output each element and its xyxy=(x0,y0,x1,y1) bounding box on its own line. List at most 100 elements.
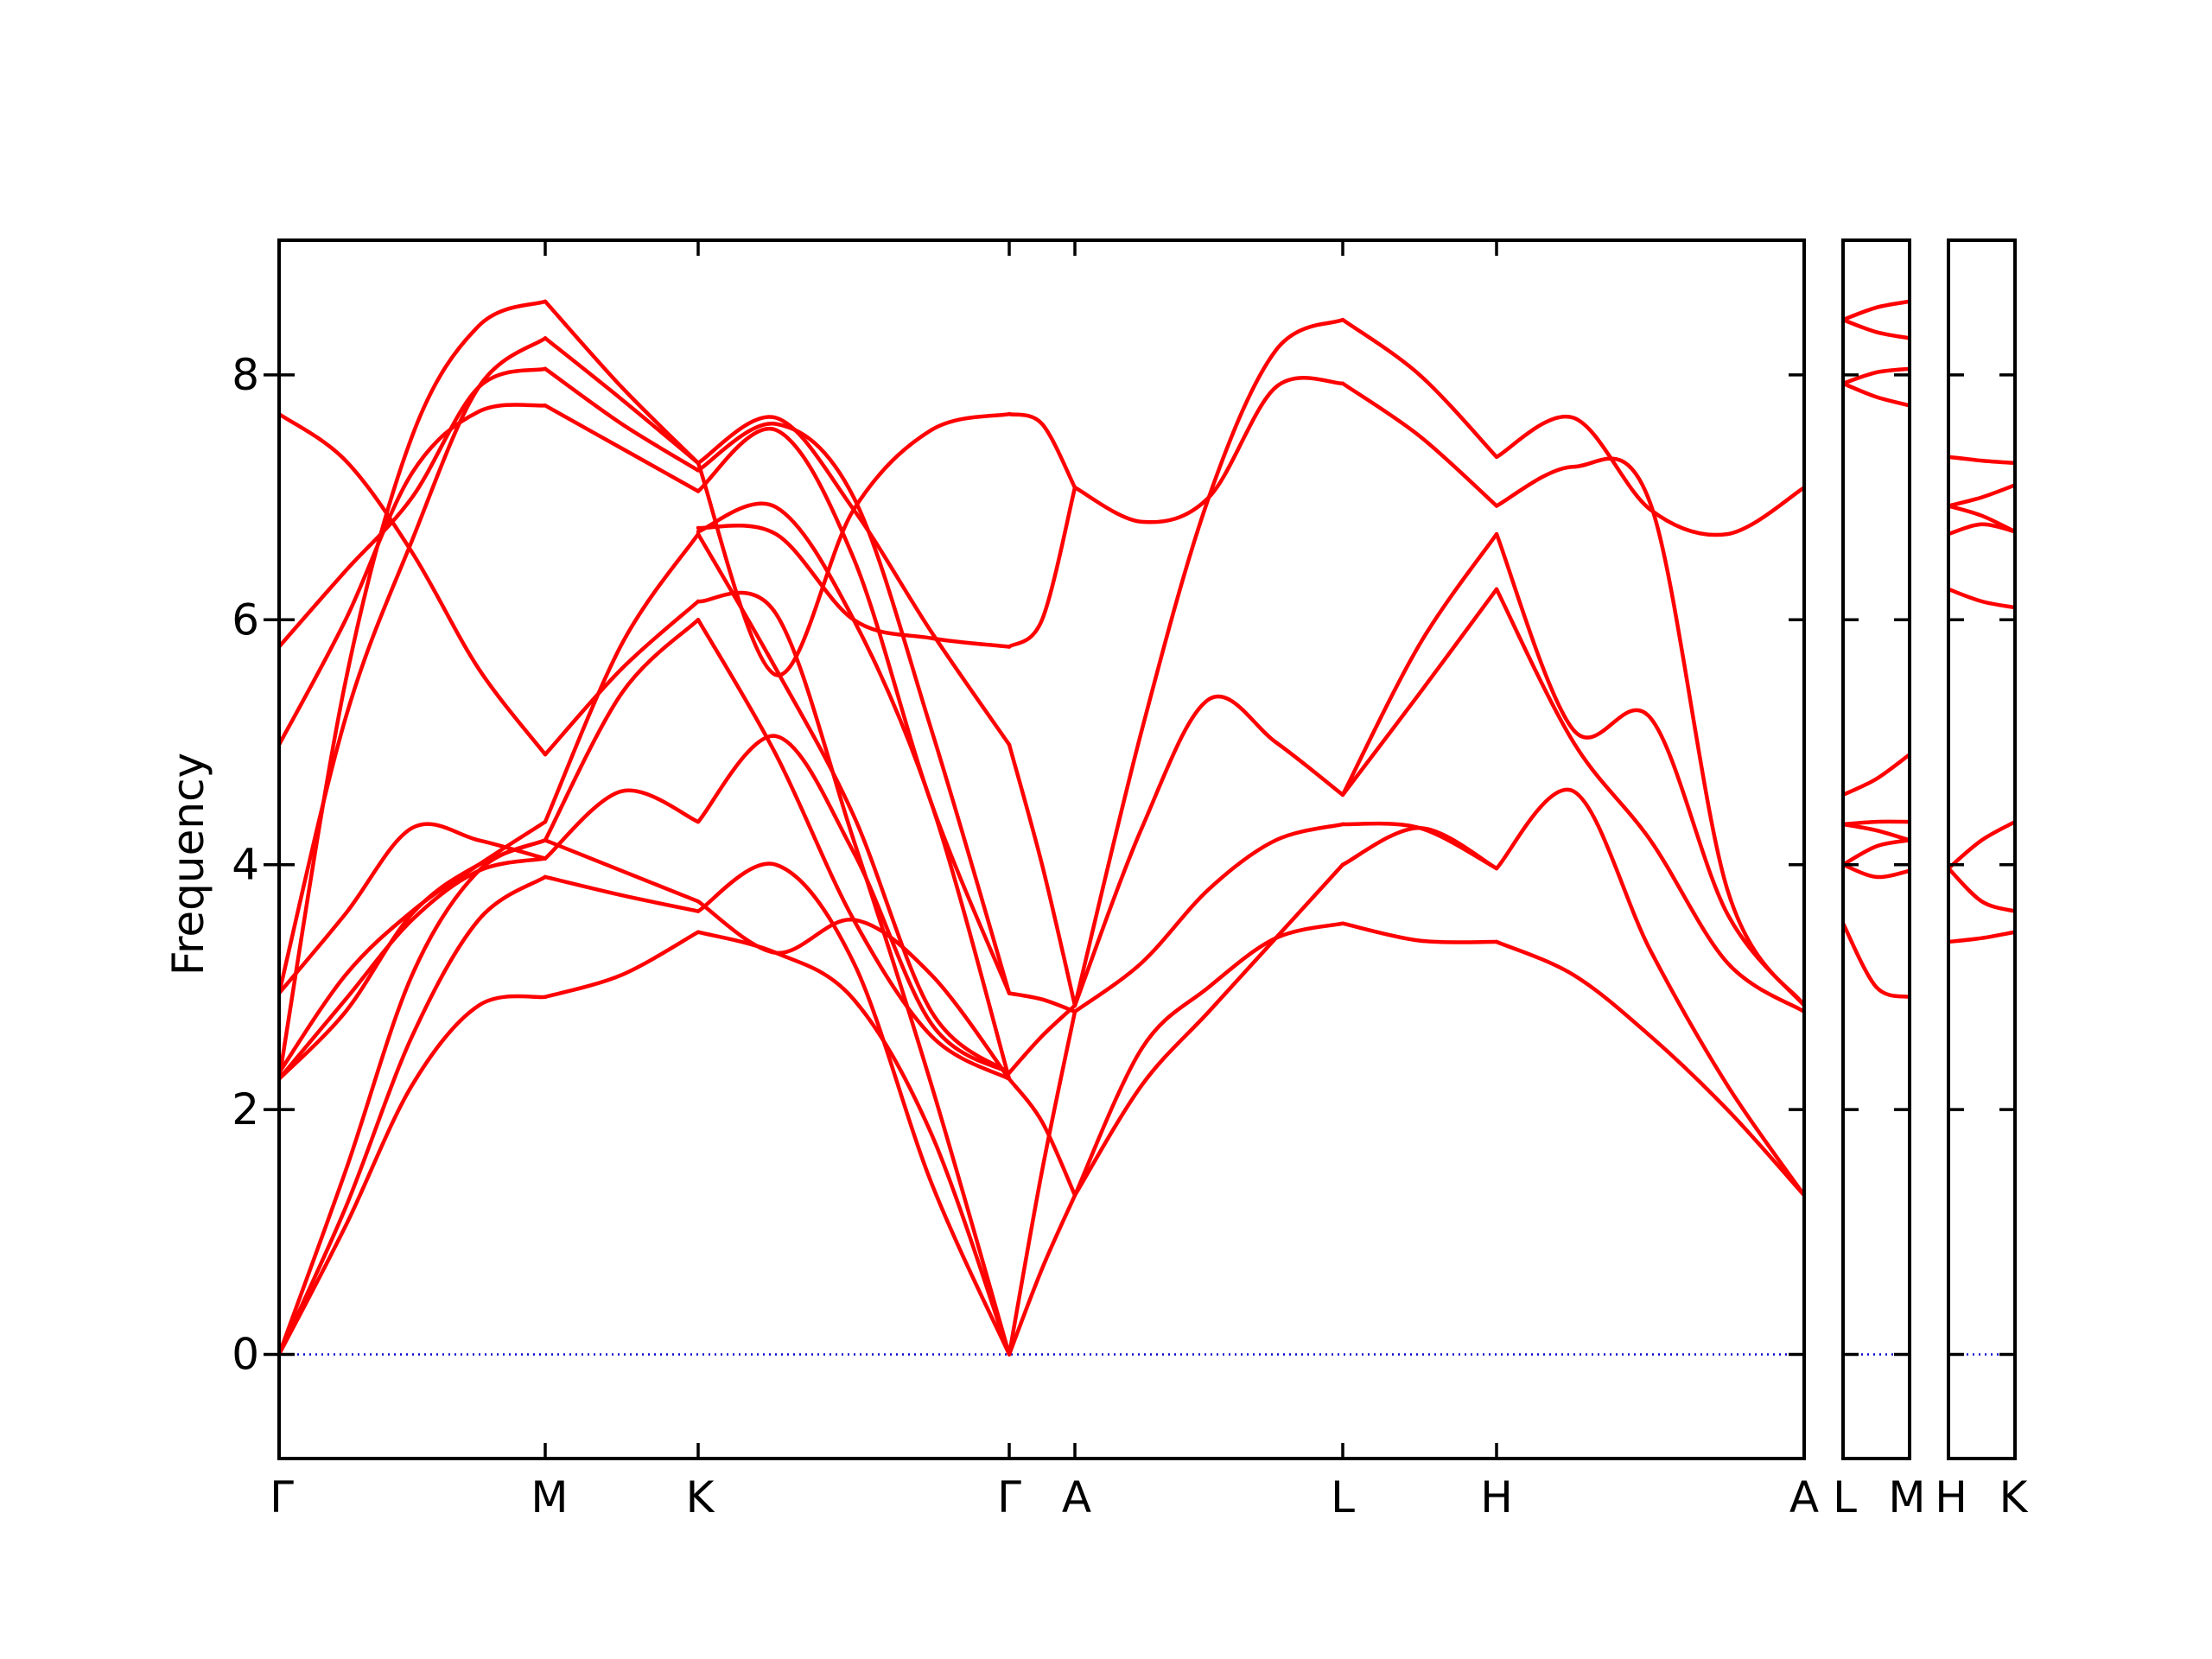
x-tick-label: A xyxy=(1789,1472,1819,1522)
band-H-A-2 xyxy=(1494,787,1804,1198)
band-Γ-M-6 xyxy=(279,819,548,1075)
band-A-L-1 xyxy=(1072,921,1345,1198)
band-L-H-2 xyxy=(1340,825,1499,871)
band-K-Γ-5 xyxy=(696,618,1012,1081)
band-M-K-10 xyxy=(543,599,701,757)
band-K-Γ-8 xyxy=(696,422,1012,995)
band-Γ-A-8 xyxy=(1007,411,1077,490)
x-tick-label: K xyxy=(1999,1472,2029,1522)
band-H-K-7 xyxy=(1948,483,2015,508)
band-M-K-5 xyxy=(543,618,701,842)
band-Γ-M-9 xyxy=(279,366,548,649)
band-Γ-M-5 xyxy=(279,838,548,1081)
band-Γ-M-11 xyxy=(279,411,548,757)
band-Γ-A-1 xyxy=(1007,1193,1077,1357)
band-M-K-9 xyxy=(543,336,701,466)
band-H-A-5 xyxy=(1494,456,1804,1007)
bands xyxy=(1843,299,1910,1000)
band-H-K-6 xyxy=(1948,504,2015,534)
band-K-Γ-2 xyxy=(696,861,1012,1357)
band-L-M-6 xyxy=(1843,752,1910,798)
band-L-H-5 xyxy=(1340,531,1499,798)
band-A-L-4 xyxy=(1072,694,1345,1007)
band-Γ-A-3 xyxy=(1007,1077,1077,1198)
x-tick-label: M xyxy=(531,1472,568,1522)
y-tick-label: 4 xyxy=(232,840,259,890)
band-K-Γ-13 xyxy=(696,524,1012,649)
x-tick-label: H xyxy=(1480,1472,1513,1522)
y-axis: 0 2 4 6 8 xyxy=(232,350,279,1380)
band-L-M-8 xyxy=(1843,366,1910,386)
x-tick-label: H xyxy=(1935,1472,1967,1522)
band-K-Γ-7 xyxy=(696,426,1012,995)
band-L-M-9 xyxy=(1843,317,1910,340)
band-H-K-2 xyxy=(1948,866,2015,913)
plot-frame xyxy=(1841,238,1911,1460)
band-L-M-3 xyxy=(1843,838,1910,867)
y-tick-label: 6 xyxy=(232,594,259,645)
band-M-K-4 xyxy=(543,788,701,861)
band-H-A-6 xyxy=(1494,414,1804,537)
band-Γ-M-12 xyxy=(279,299,548,1081)
band-Γ-M-7 xyxy=(279,822,548,995)
band-L-M-7 xyxy=(1843,381,1910,408)
band-L-M-10 xyxy=(1843,299,1910,322)
band-K-Γ-6 xyxy=(696,531,1012,1075)
band-Γ-M-4 xyxy=(279,856,548,1081)
y-tick-label: 8 xyxy=(232,350,259,400)
band-K-Γ-12 xyxy=(696,411,1012,677)
band-L-M-2 xyxy=(1843,862,1910,880)
band-L-H-7 xyxy=(1340,317,1499,460)
band-L-H-6 xyxy=(1340,381,1499,508)
band-Γ-M-2 xyxy=(279,874,548,1357)
band-H-K-8 xyxy=(1948,454,2015,466)
y-axis-label: Frequency xyxy=(163,753,213,976)
band-L-M-4 xyxy=(1843,822,1910,842)
band-H-K-4 xyxy=(1948,587,2015,610)
band-K-Γ-10 xyxy=(696,590,1012,1357)
band-A-L-2 xyxy=(1072,862,1345,1198)
band-A-L-3 xyxy=(1072,822,1345,1014)
band-H-A-3 xyxy=(1494,587,1804,1014)
x-tick-label: Γ xyxy=(997,1472,1021,1522)
band-M-K-3 xyxy=(543,838,701,904)
band-M-K-8 xyxy=(543,366,701,473)
band-L-H-3 xyxy=(1340,821,1499,871)
band-Γ-A-7 xyxy=(1007,486,1077,649)
band-L-H-4 xyxy=(1340,587,1499,798)
band-Γ-M-8 xyxy=(279,403,548,747)
band-L-M-5 xyxy=(1843,819,1910,827)
x-tick-label: L xyxy=(1331,1472,1355,1522)
plot-frame xyxy=(1947,238,2017,1460)
band-H-A-4 xyxy=(1494,531,1804,1007)
band-K-Γ-11 xyxy=(696,501,1012,1081)
band-H-A-1 xyxy=(1494,939,1804,1198)
band-M-K-7 xyxy=(543,404,701,493)
band-A-L-6 xyxy=(1072,317,1345,1007)
band-Γ-A-2 xyxy=(1007,1009,1077,1357)
bands xyxy=(1948,454,2015,944)
band-Γ-M-10 xyxy=(279,336,548,995)
band-K-Γ-4 xyxy=(696,734,1012,1075)
band-Γ-A-5 xyxy=(1007,991,1077,1014)
band-M-K-1 xyxy=(543,930,701,1000)
x-tick-label: M xyxy=(1888,1472,1925,1522)
band-Γ-M-1 xyxy=(279,994,548,1357)
x-tick-label: A xyxy=(1062,1472,1091,1522)
band-Γ-A-6 xyxy=(1007,742,1077,1007)
x-tick-label: L xyxy=(1833,1472,1857,1522)
plot-frame xyxy=(277,238,1806,1460)
band-M-K-6 xyxy=(543,531,701,824)
band-L-H-1 xyxy=(1340,921,1499,944)
band-H-K-1 xyxy=(1948,930,2015,944)
y-tick-label: 2 xyxy=(232,1084,259,1135)
x-tick-label: Γ xyxy=(270,1472,294,1522)
band-K-Γ-1 xyxy=(696,930,1012,1357)
band-M-K-11 xyxy=(543,299,701,466)
x-tick-label: K xyxy=(686,1472,715,1522)
